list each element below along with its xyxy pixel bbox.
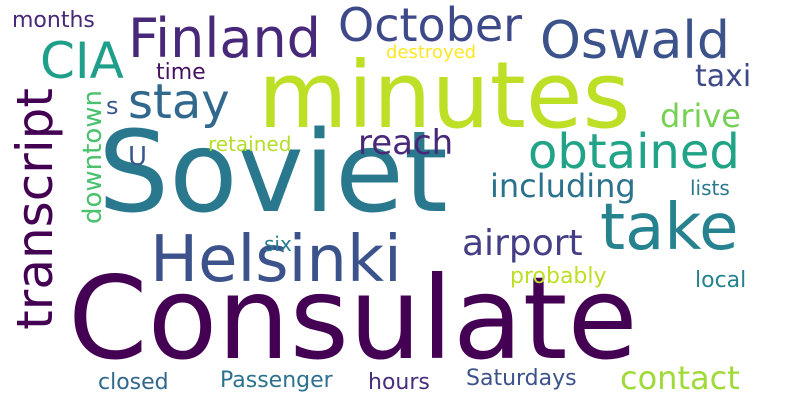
word-contact: contact bbox=[620, 359, 740, 397]
word-destroyed: destroyed bbox=[386, 42, 477, 63]
word-local: local bbox=[695, 268, 747, 293]
word-downtown: downtown bbox=[78, 90, 108, 224]
word-reach: reach bbox=[358, 123, 454, 163]
word-drive: drive bbox=[660, 97, 741, 135]
word-take: take bbox=[600, 191, 739, 265]
word-minutes: minutes bbox=[258, 42, 631, 149]
word-s: s bbox=[106, 92, 119, 120]
word-including: including bbox=[490, 167, 636, 205]
word-u: U bbox=[128, 142, 148, 172]
word-taxi: taxi bbox=[695, 59, 752, 94]
word-stay: stay bbox=[128, 74, 230, 130]
word-closed: closed bbox=[98, 370, 169, 395]
word-obtained: obtained bbox=[528, 124, 740, 180]
word-oswald: Oswald bbox=[540, 11, 730, 71]
word-cia: CIA bbox=[40, 32, 124, 90]
word-time: time bbox=[156, 60, 206, 85]
word-transcript: transcript bbox=[6, 88, 64, 330]
word-airport: airport bbox=[462, 223, 583, 264]
word-retained: retained bbox=[208, 132, 292, 156]
word-six: six bbox=[264, 232, 292, 256]
word-probably: probably bbox=[510, 264, 607, 289]
word-months: months bbox=[12, 8, 95, 33]
word-soviet: Soviet bbox=[98, 108, 448, 238]
word-hours: hours bbox=[368, 370, 430, 395]
word-lists: lists bbox=[690, 176, 730, 200]
word-consulate: Consulate bbox=[68, 252, 638, 385]
word-october: October bbox=[338, 0, 523, 52]
word-saturdays: Saturdays bbox=[466, 366, 577, 391]
word-helsinki: Helsinki bbox=[150, 223, 402, 297]
word-passenger: Passenger bbox=[220, 368, 333, 393]
word-finland: Finland bbox=[128, 7, 321, 70]
